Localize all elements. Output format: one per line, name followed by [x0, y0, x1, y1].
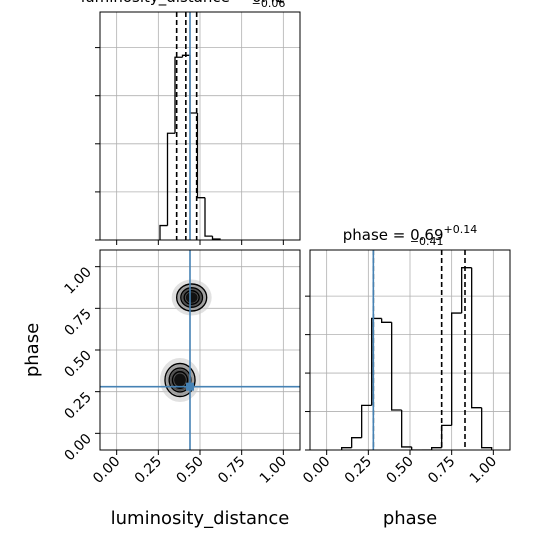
- hist-step: [174, 56, 183, 134]
- plot-area: [100, 12, 300, 240]
- x-tick-label: 0.75: [215, 454, 248, 487]
- title-sup: +0.14: [444, 223, 478, 236]
- hist-step: [371, 317, 382, 406]
- panel-frame: [99, 249, 301, 451]
- x-tick-label: 0.25: [132, 454, 165, 487]
- x-tick-label: 1.00: [257, 454, 290, 487]
- x-tick-label: 1.00: [467, 454, 500, 487]
- hist-step: [391, 322, 402, 411]
- hist-step: [361, 404, 372, 438]
- panel-frame: [309, 249, 511, 451]
- plot-area: [100, 250, 300, 450]
- contour: [171, 371, 189, 389]
- x-tick-label: 0.00: [300, 454, 333, 487]
- title-main: phase = 0.69: [343, 226, 444, 244]
- hist-step: [441, 424, 452, 448]
- contour: [180, 287, 204, 308]
- density-core: [174, 373, 186, 387]
- contour: [164, 362, 196, 398]
- contour: [168, 367, 192, 393]
- hist-step: [461, 267, 472, 314]
- title-sub: −0.41: [410, 235, 444, 248]
- panel-frame: [99, 11, 301, 241]
- y-tick-label: 0.50: [61, 348, 94, 381]
- hist-step: [451, 312, 462, 426]
- x-tick-label: 0.50: [383, 454, 416, 487]
- density-core: [185, 292, 198, 303]
- y-axis-label: phase: [22, 323, 43, 377]
- contour: [175, 283, 208, 312]
- y-tick-label: 0.00: [61, 431, 94, 464]
- hist-step: [471, 267, 482, 409]
- hist-step: [411, 446, 422, 450]
- x-tick-label: 0.00: [90, 454, 123, 487]
- x-tick-label: 0.50: [173, 454, 206, 487]
- x-axis-label: luminosity_distance: [111, 508, 290, 529]
- hist-step: [431, 447, 442, 450]
- contour: [183, 290, 200, 305]
- hist-step: [481, 407, 493, 450]
- x-tick-label: 0.25: [342, 454, 375, 487]
- plot-area: [310, 250, 510, 450]
- hist-step: [341, 447, 352, 450]
- truth-marker: [186, 382, 194, 391]
- panel-title: luminosity_distance = 0.42+0.06−0.06: [81, 0, 319, 10]
- y-tick-label: 0.75: [61, 306, 94, 339]
- title-main: luminosity_distance = 0.42: [81, 0, 285, 7]
- y-tick-label: 1.00: [61, 264, 94, 297]
- hist-step: [159, 224, 168, 240]
- hist-step: [181, 54, 190, 58]
- x-axis-label: phase: [383, 508, 437, 529]
- hist-step: [204, 197, 213, 237]
- hist-step: [166, 132, 175, 226]
- panel-title: phase = 0.69+0.14 −0.41: [343, 223, 478, 248]
- y-tick-label: 0.25: [61, 389, 94, 422]
- title-sub: −0.06: [252, 0, 286, 10]
- hist-step: [401, 410, 412, 448]
- hist-step: [351, 437, 362, 448]
- hist-step: [381, 318, 392, 323]
- hist-step: [196, 113, 205, 199]
- x-tick-label: 0.75: [425, 454, 458, 487]
- hist-step: [211, 236, 221, 240]
